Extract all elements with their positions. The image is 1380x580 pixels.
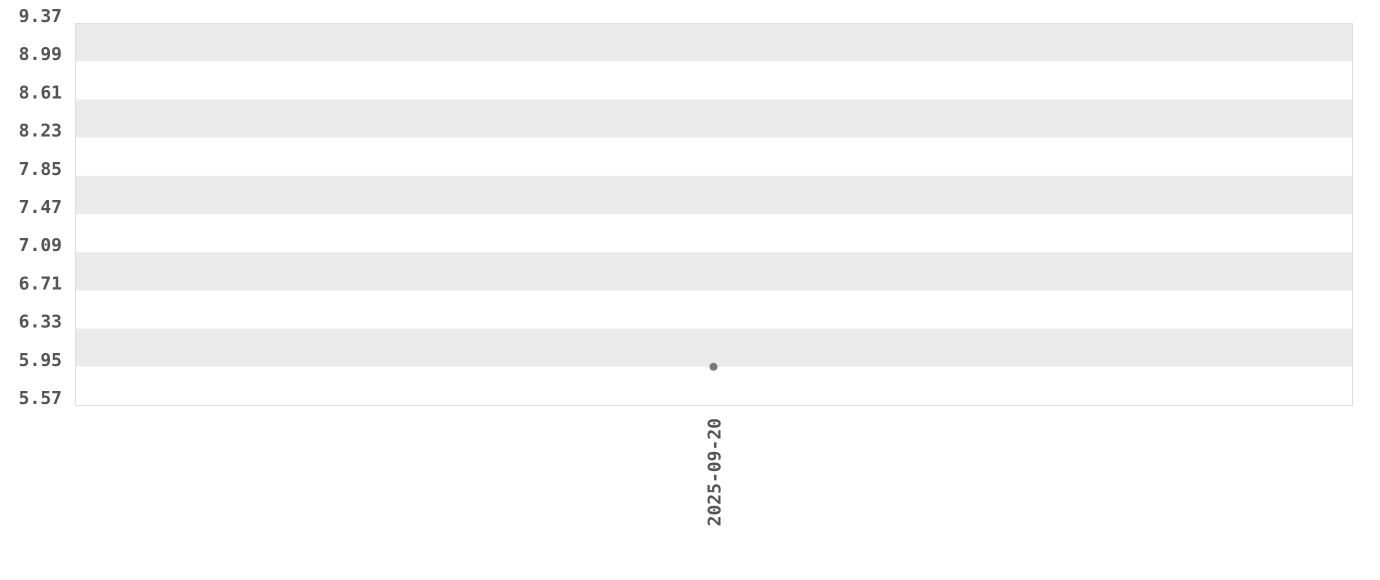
- y-tick-label: 7.85: [19, 159, 62, 180]
- y-tick-label: 7.47: [19, 197, 62, 218]
- y-tick-label: 6.71: [19, 273, 62, 294]
- y-tick-label: 9.37: [19, 6, 62, 27]
- y-tick-label: 5.57: [19, 388, 62, 409]
- grid-band: [75, 328, 1352, 367]
- grid-band: [75, 252, 1352, 291]
- y-axis: 9.37 8.99 8.61 8.23 7.85 7.47 7.09 6.71 6.33 5.95…: [19, 6, 62, 409]
- y-tick-label: 6.33: [19, 312, 62, 333]
- x-tick-label: 2025-09-20: [705, 418, 726, 526]
- points: [709, 362, 718, 371]
- grid-band: [75, 175, 1352, 214]
- plot-border: [75, 23, 1353, 406]
- y-tick-label: 8.61: [19, 82, 62, 103]
- y-tick-label: 8.23: [19, 121, 62, 142]
- grid-bands: [75, 23, 1352, 367]
- y-tick-label: 5.95: [19, 350, 62, 371]
- data-point: [709, 362, 718, 371]
- grid-band: [75, 23, 1352, 62]
- y-tick-label: 7.09: [19, 235, 62, 256]
- y-tick-label: 8.99: [19, 44, 62, 65]
- grid-band: [75, 99, 1352, 138]
- x-axis: 2025-09-20: [705, 418, 726, 526]
